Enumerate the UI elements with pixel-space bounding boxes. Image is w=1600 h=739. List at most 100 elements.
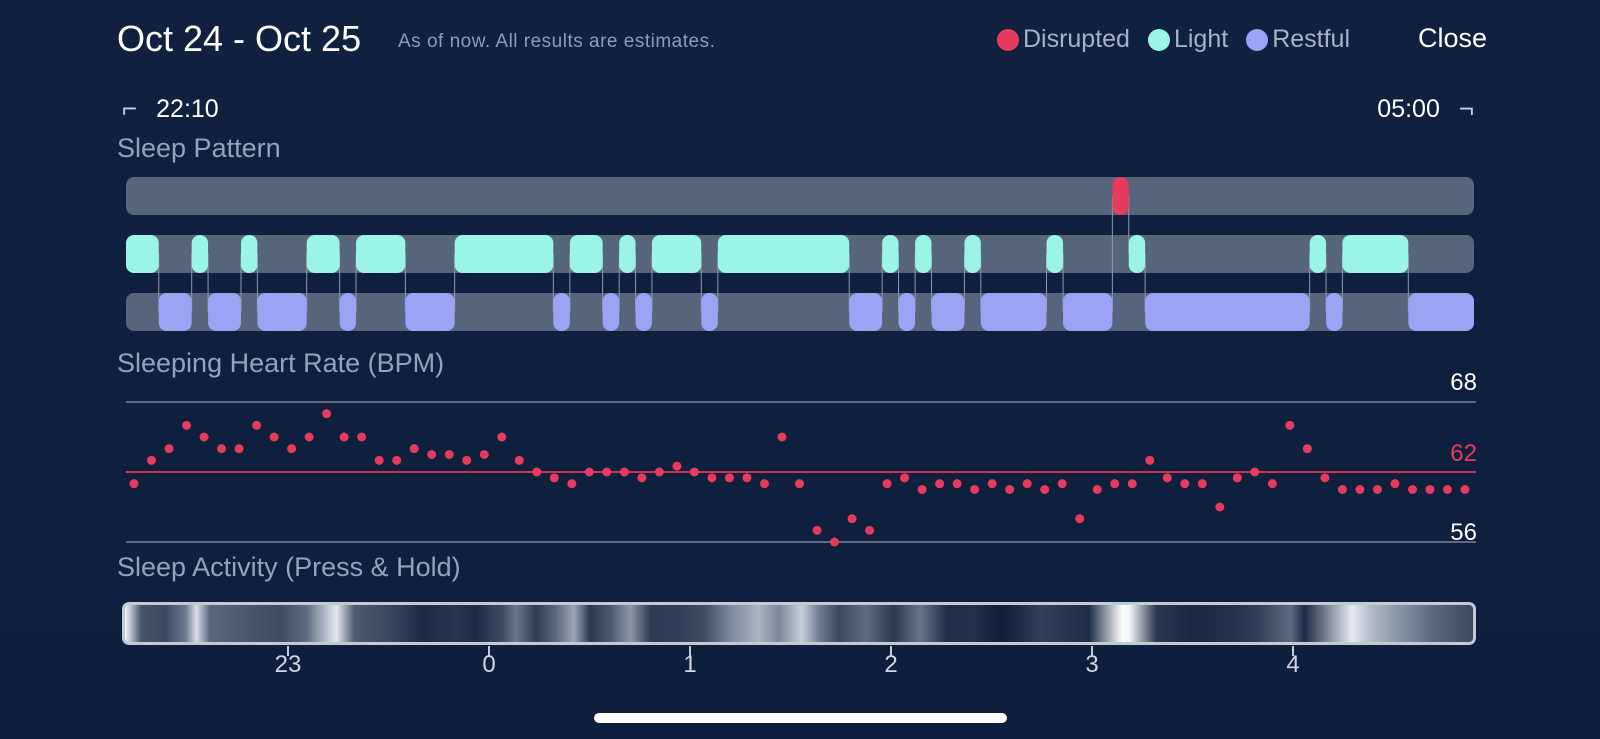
heart-rate-point (917, 485, 927, 494)
close-button[interactable]: Close (1417, 23, 1487, 53)
heart-rate-point (129, 479, 139, 489)
heart-rate-point (374, 455, 384, 465)
heart-rate-point (689, 467, 699, 477)
heart-rate-point (1372, 485, 1382, 494)
activity-tick-mark (287, 646, 289, 656)
heart-rate-point (795, 479, 804, 489)
segment-light (1309, 235, 1327, 273)
segment-light (651, 235, 702, 273)
heart-rate-point (339, 432, 349, 442)
segment-light (191, 235, 209, 273)
heart-rate-point (830, 537, 840, 547)
home-indicator[interactable] (594, 713, 1007, 723)
segment-light (717, 235, 850, 273)
activity-tick-label: 4 (1286, 651, 1300, 678)
heart-rate-point (252, 420, 262, 430)
segment-light (1128, 235, 1146, 273)
heart-rate-point (1162, 473, 1172, 483)
legend-item-light: Light (1147, 25, 1228, 54)
lane-restful (126, 293, 1474, 331)
heart-rate-point (462, 455, 472, 465)
heart-rate-point (619, 467, 629, 477)
legend: Disrupted Light Restful (996, 25, 1350, 54)
heart-rate-point (514, 455, 524, 465)
time-end-label: 05:00 (1377, 95, 1440, 123)
heart-rate-point (322, 409, 332, 419)
heart-rate-point (567, 479, 577, 489)
segment-light (1342, 235, 1409, 273)
heart-rate-point (217, 444, 227, 454)
activity-tick-mark (488, 646, 490, 656)
heart-rate-point (654, 467, 664, 477)
heart-rate-point (1355, 485, 1365, 494)
heart-rate-point (532, 467, 542, 477)
heart-rate-point (1267, 479, 1277, 489)
segment-restful (553, 293, 570, 331)
bracket-left-icon: ⌐ (122, 93, 138, 123)
segment-light (241, 235, 258, 273)
segment-restful (849, 293, 883, 331)
heart-rate-point (1442, 485, 1452, 494)
activity-tick-mark (689, 646, 691, 656)
heart-rate-point (269, 432, 279, 442)
heart-rate-point (1180, 479, 1190, 489)
heart-rate-point (812, 525, 822, 535)
heart-rate-point (935, 479, 945, 489)
heart-rate-point (1075, 514, 1085, 524)
heart-rate-point (164, 444, 174, 454)
lane-disrupted (126, 177, 1474, 215)
heart-rate-point (952, 479, 962, 489)
segment-restful (1408, 293, 1474, 331)
heart-rate-point (1407, 485, 1417, 494)
segment-restful (980, 293, 1047, 331)
segment-restful (635, 293, 652, 331)
light-dot-icon (1147, 28, 1170, 51)
heart-rate-point (987, 479, 997, 489)
activity-tick-label: 2 (884, 651, 898, 678)
heart-rate-point (742, 473, 752, 483)
heart-rate-point (1145, 455, 1155, 465)
heart-rate-point (724, 473, 734, 483)
heart-rate-point (584, 467, 594, 477)
heart-rate-point (602, 467, 612, 477)
activity-tick-mark (1292, 646, 1294, 656)
heart-rate-point (1005, 485, 1015, 494)
heart-rate-point (759, 479, 769, 489)
heart-rate-title: Sleeping Heart Rate (BPM) (117, 348, 445, 378)
heart-rate-point (1197, 479, 1207, 489)
segment-light (569, 235, 603, 273)
reference-label-56: 56 (1450, 519, 1477, 546)
heart-rate-point (1425, 485, 1435, 494)
time-start: ⌐ 22:10 (122, 93, 219, 124)
sleep-activity-bar[interactable] (122, 602, 1476, 645)
segment-light (882, 235, 899, 273)
segment-light (619, 235, 636, 273)
segment-light (964, 235, 981, 273)
segment-restful (208, 293, 242, 331)
segment-restful (898, 293, 916, 331)
segment-light (454, 235, 554, 273)
heart-rate-point (1337, 485, 1347, 494)
heart-rate-point (1057, 479, 1067, 489)
sleep-pattern-title: Sleep Pattern (117, 133, 281, 163)
page-title: Oct 24 - Oct 25 (117, 18, 362, 59)
segment-restful (257, 293, 307, 331)
heart-rate-point (1250, 467, 1260, 477)
heart-rate-point (1022, 479, 1032, 489)
sleep-pattern-chart[interactable] (0, 0, 1600, 340)
heart-rate-point (1460, 485, 1470, 494)
activity-tick-label: 23 (274, 651, 302, 678)
activity-tick-label: 1 (683, 651, 697, 678)
activity-title: Sleep Activity (Press & Hold) (117, 552, 461, 582)
segment-restful (701, 293, 718, 331)
heart-rate-point (392, 455, 402, 465)
time-end: 05:00 ¬ (1377, 93, 1474, 124)
segment-light (356, 235, 406, 273)
segment-restful (158, 293, 192, 331)
heart-rate-point (1110, 479, 1120, 489)
heart-rate-point (847, 514, 857, 524)
legend-item-disrupted: Disrupted (996, 25, 1130, 54)
activity-tick-mark (890, 646, 892, 656)
heart-rate-point (497, 432, 507, 442)
heart-rate-point (1232, 473, 1242, 483)
